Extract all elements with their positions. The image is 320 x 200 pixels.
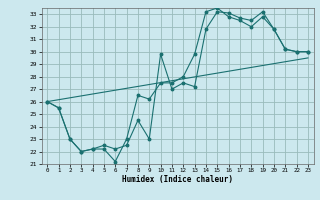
- X-axis label: Humidex (Indice chaleur): Humidex (Indice chaleur): [122, 175, 233, 184]
